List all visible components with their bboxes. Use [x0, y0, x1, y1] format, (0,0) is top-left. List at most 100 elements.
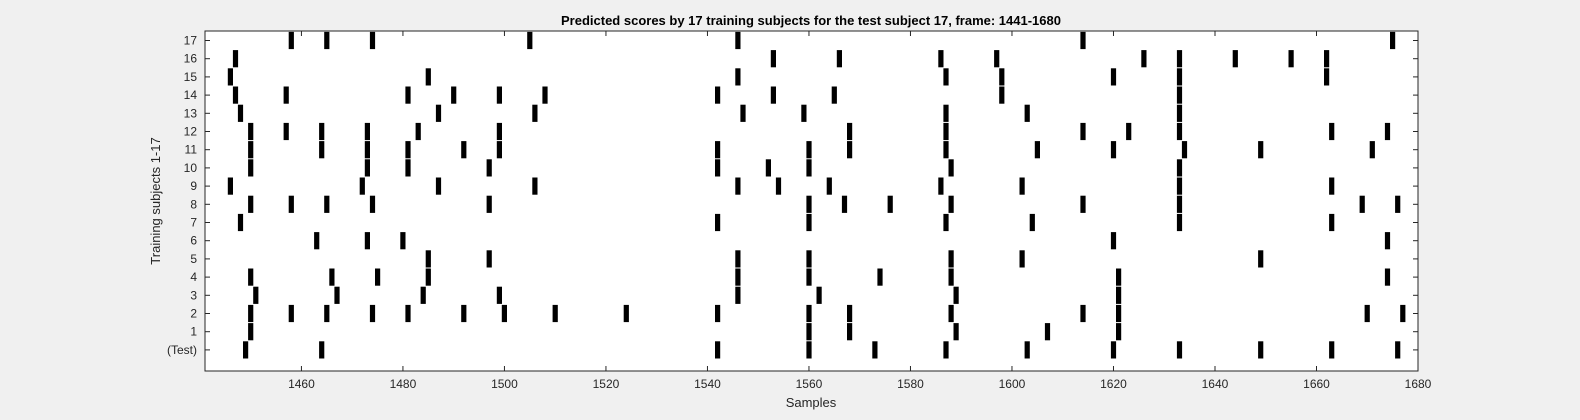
- raster-mark: [552, 304, 558, 323]
- raster-mark: [324, 31, 330, 50]
- x-tick-label: 1680: [1405, 377, 1432, 391]
- raster-mark: [283, 122, 289, 141]
- raster-mark: [319, 122, 325, 141]
- raster-mark: [364, 122, 370, 141]
- raster-mark: [425, 68, 431, 86]
- raster-mark: [806, 159, 812, 177]
- raster-mark: [1080, 31, 1086, 50]
- raster-mark: [715, 341, 721, 359]
- raster-mark: [1384, 268, 1391, 286]
- raster-mark: [1176, 104, 1183, 122]
- chart-title: Predicted scores by 17 training subjects…: [561, 13, 1061, 28]
- raster-mark: [400, 232, 406, 250]
- raster-mark: [319, 341, 325, 359]
- raster-mark: [1141, 50, 1147, 68]
- raster-mark: [232, 50, 239, 68]
- raster-mark: [364, 159, 370, 177]
- raster-mark: [501, 304, 507, 323]
- raster-mark: [496, 141, 502, 159]
- raster-mark: [801, 104, 807, 122]
- raster-mark: [1110, 68, 1117, 86]
- raster-mark: [1288, 50, 1294, 68]
- raster-mark: [237, 104, 244, 122]
- raster-mark: [532, 177, 538, 195]
- y-tick-label: 8: [190, 197, 197, 211]
- raster-mark: [1110, 141, 1117, 159]
- raster-mark: [735, 31, 741, 50]
- y-tick-label: (Test): [167, 343, 197, 357]
- raster-mark: [405, 86, 411, 104]
- raster-mark: [841, 195, 848, 213]
- raster-mark: [1176, 195, 1183, 213]
- raster-mark: [943, 341, 949, 359]
- raster-mark: [1019, 250, 1025, 268]
- raster-mark: [943, 68, 949, 86]
- x-tick-label: 1600: [999, 377, 1026, 391]
- raster-mark: [425, 268, 431, 286]
- y-tick-label: 11: [185, 143, 198, 157]
- raster-mark: [1116, 286, 1122, 304]
- raster-mark: [938, 177, 944, 195]
- raster-mark: [329, 268, 335, 286]
- raster-mark: [943, 213, 949, 232]
- raster-mark: [938, 50, 944, 68]
- raster-mark: [740, 104, 746, 122]
- raster-mark: [1176, 122, 1183, 141]
- raster-mark: [1181, 141, 1188, 159]
- y-tick-label: 16: [184, 52, 198, 66]
- raster-mark: [283, 86, 289, 104]
- plot-frame: [204, 30, 1419, 372]
- raster-mark: [623, 304, 629, 323]
- raster-mark: [496, 86, 502, 104]
- raster-mark: [847, 304, 853, 323]
- raster-mark: [765, 159, 771, 177]
- raster-mark: [1024, 104, 1030, 122]
- raster-mark: [816, 286, 822, 304]
- raster-mark: [1395, 341, 1401, 359]
- raster-mark: [847, 122, 853, 141]
- raster-mark: [735, 286, 741, 304]
- raster-marks: [227, 31, 1406, 359]
- raster-mark: [232, 86, 239, 104]
- raster-mark: [948, 268, 954, 286]
- raster-mark: [1329, 341, 1335, 359]
- raster-mark: [1110, 341, 1117, 359]
- raster-mark: [715, 159, 721, 177]
- y-axis-label: Training subjects 1-17: [148, 137, 163, 264]
- raster-mark: [1390, 31, 1396, 50]
- raster-mark: [735, 68, 741, 86]
- raster-mark: [375, 268, 381, 286]
- raster-mark: [314, 232, 320, 250]
- raster-mark: [496, 122, 502, 141]
- raster-mark: [943, 122, 949, 141]
- x-tick-label: 1480: [390, 377, 417, 391]
- raster-mark: [1116, 304, 1122, 323]
- y-tick-label: 5: [190, 252, 197, 266]
- raster-mark: [248, 122, 254, 141]
- y-tick-label: 3: [190, 288, 197, 302]
- x-tick-label: 1660: [1303, 377, 1330, 391]
- raster-mark: [831, 86, 837, 104]
- raster-mark: [887, 195, 893, 213]
- raster-mark: [994, 50, 1000, 68]
- raster-mark: [527, 31, 533, 50]
- raster-mark: [248, 141, 254, 159]
- raster-mark: [1034, 141, 1040, 159]
- x-tick-label: 1520: [593, 377, 620, 391]
- raster-mark: [715, 141, 721, 159]
- raster-mark: [1369, 141, 1375, 159]
- raster-mark: [227, 177, 233, 195]
- raster-mark: [1024, 341, 1030, 359]
- y-tick-label: 4: [190, 270, 197, 284]
- raster-mark: [806, 195, 812, 213]
- raster-mark: [735, 177, 741, 195]
- raster-mark: [227, 68, 233, 86]
- raster-mark: [1384, 122, 1391, 141]
- raster-mark: [775, 177, 782, 195]
- raster-mark: [836, 50, 842, 68]
- y-tick-label: 14: [184, 88, 198, 102]
- x-axis: 1460 1480 1500 1520 1540 1560 1580 1600 1620 1640…: [288, 31, 1432, 391]
- raster-mark: [1126, 122, 1132, 141]
- raster-mark: [1176, 50, 1183, 68]
